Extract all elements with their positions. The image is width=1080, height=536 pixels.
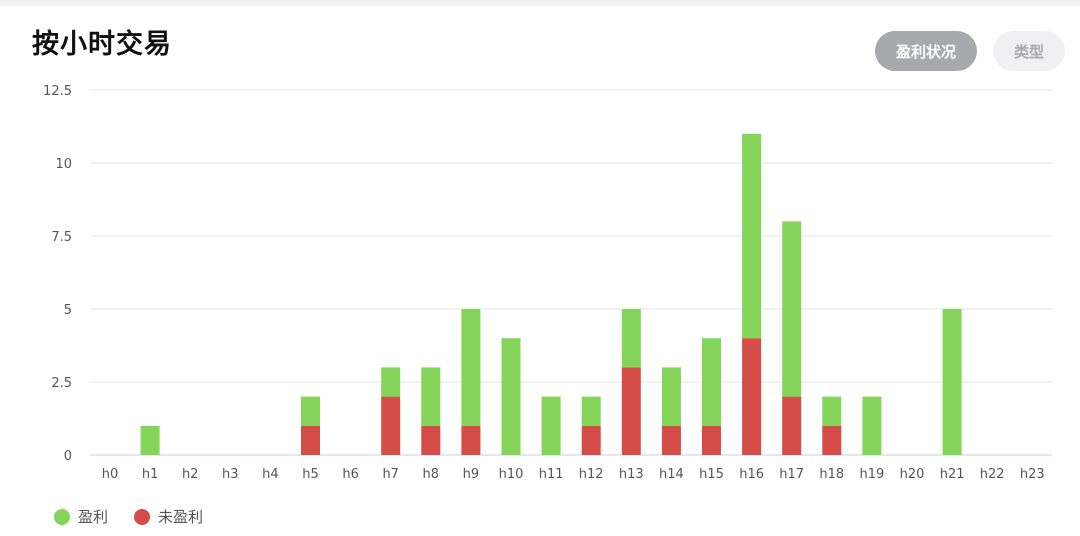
bar-h13-loss: [621, 367, 641, 455]
y-tick-label: 2.5: [51, 376, 72, 391]
bar-h19-profit: [862, 396, 882, 455]
bar-h17-loss: [782, 396, 802, 455]
legend-label-loss: 未盈利: [158, 508, 204, 526]
bar-h15-loss: [702, 425, 721, 455]
x-tick-label: h21: [940, 467, 965, 482]
legend-dot-profit: [54, 508, 70, 525]
legend-label-profit: 盈利: [78, 508, 109, 526]
bar-h8-profit: [421, 367, 441, 426]
x-tick-label: h4: [262, 467, 279, 482]
y-tick-label: 12.5: [43, 84, 72, 99]
x-tick-label: h6: [342, 467, 359, 482]
stacked-bar-chart: 0 2.5 5 7.5 10 12.5 h0 h1 h2 h3 h4 h5 h6 h7 h8 h9 h10 h11…: [43, 84, 1052, 482]
bar-h9-loss: [461, 425, 481, 455]
x-tick-label: h0: [102, 467, 119, 482]
bar-h21-profit: [942, 309, 962, 455]
x-tick-label: h7: [382, 467, 399, 482]
top-strip: [0, 0, 1080, 6]
bar-h18-profit: [822, 396, 842, 426]
legend-item-profit[interactable]: 盈利: [54, 506, 108, 527]
type-button[interactable]: 类型: [993, 31, 1065, 71]
chart-legend: 盈利 未盈利: [54, 506, 203, 527]
bar-h1-profit: [140, 425, 160, 455]
x-tick-label: h16: [739, 467, 764, 482]
x-tick-label: h5: [302, 467, 319, 482]
x-tick-label: h1: [142, 467, 159, 482]
bar-h9-profit: [461, 309, 481, 426]
x-tick-label: h3: [222, 467, 239, 482]
legend-item-loss[interactable]: 未盈利: [134, 506, 203, 527]
profit-status-button[interactable]: 盈利状况: [875, 31, 977, 71]
bar-h14-profit: [661, 367, 681, 426]
bar-h5-loss: [301, 425, 320, 455]
x-tick-label: h11: [539, 467, 564, 482]
x-tick-label: h18: [819, 467, 844, 482]
bar-h10-profit: [501, 338, 521, 455]
bar-h14-loss: [661, 425, 681, 455]
y-tick-label: 10: [55, 157, 72, 172]
bar-h13-profit: [621, 309, 641, 368]
bar-h17-profit: [782, 221, 802, 397]
bar-h18-loss: [822, 425, 842, 455]
x-tick-label: h19: [860, 467, 885, 482]
bar-h16-loss: [742, 338, 762, 455]
x-tick-label: h10: [499, 467, 524, 482]
bar-h16-profit: [742, 133, 762, 339]
x-tick-label: h20: [900, 467, 925, 482]
x-tick-label: h14: [659, 467, 684, 482]
x-tick-label: h2: [182, 467, 199, 482]
x-tick-label: h22: [980, 467, 1005, 482]
bar-h7-profit: [381, 367, 401, 397]
x-tick-label: h8: [423, 467, 440, 482]
bar-h11-profit: [541, 396, 561, 455]
x-tick-label: h9: [463, 467, 480, 482]
x-tick-label: h23: [1020, 467, 1045, 482]
legend-dot-loss: [134, 508, 151, 525]
bar-h8-loss: [421, 425, 441, 455]
chart-title: 按小时交易: [32, 29, 172, 60]
bar-h12-loss: [581, 425, 601, 455]
x-tick-label: h12: [579, 467, 604, 482]
bar-h12-profit: [581, 396, 601, 426]
y-tick-label: 5: [64, 303, 72, 318]
bar-h5-profit: [301, 396, 320, 426]
y-tick-label: 0: [64, 449, 72, 464]
bar-h15-profit: [702, 338, 721, 426]
x-tick-label: h15: [699, 467, 724, 482]
y-tick-label: 7.5: [51, 230, 72, 245]
x-tick-label: h13: [619, 467, 644, 482]
bar-h7-loss: [381, 396, 401, 455]
x-tick-label: h17: [779, 467, 804, 482]
